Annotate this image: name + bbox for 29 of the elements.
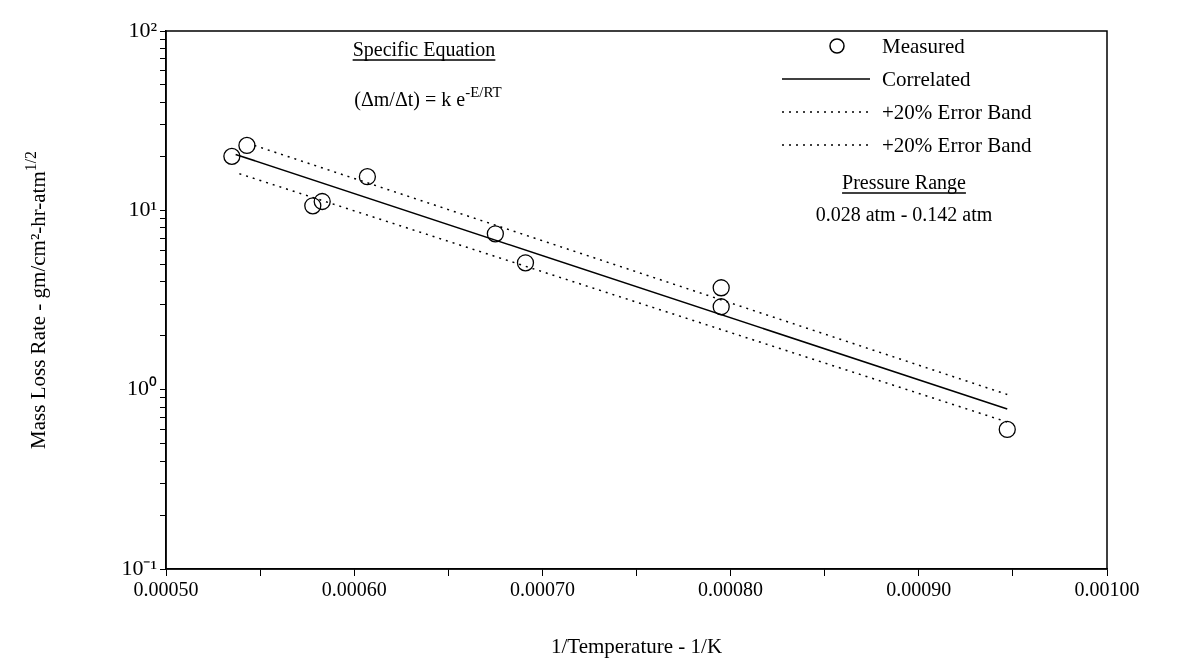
- point: [998, 420, 1016, 439]
- annotation: Pressure Range: [842, 171, 967, 194]
- x-tick-label: 0.00050: [133, 578, 199, 601]
- y-tick-label: 10⁻¹: [121, 554, 157, 580]
- point: [313, 192, 331, 211]
- x-tick-label: 0.00070: [509, 578, 575, 601]
- legend-label: +20% Error Band: [882, 133, 1032, 157]
- x-axis-title: 1/Temperature - 1/K: [550, 633, 723, 658]
- x-tick-label: 0.00060: [321, 578, 387, 601]
- legend-label: Measured: [882, 34, 966, 58]
- x-tick-label: 0.00100: [1074, 578, 1140, 601]
- x-tick-label: 0.00090: [886, 578, 952, 601]
- point: [304, 197, 322, 215]
- y-tick-label: 10¹: [128, 196, 157, 222]
- point: [516, 254, 535, 272]
- point: [358, 168, 377, 186]
- point: [712, 298, 730, 316]
- legend-label: +20% Error Band: [882, 100, 1032, 124]
- y-tick-label: 10⁰: [127, 375, 157, 401]
- y-axis-title: Mass Loss Rate - gm/cm²-hr-atm1/2: [21, 151, 50, 449]
- point: [223, 147, 241, 165]
- legend-label: Correlated: [882, 67, 972, 91]
- point: [712, 279, 730, 297]
- annotation: Specific Equation: [352, 38, 496, 61]
- point: [486, 225, 504, 243]
- point: [238, 136, 256, 155]
- annotation: 0.028 atm - 0.142 atm: [815, 203, 993, 225]
- x-tick-label: 0.00080: [698, 578, 764, 601]
- y-tick-label: 10²: [128, 16, 158, 42]
